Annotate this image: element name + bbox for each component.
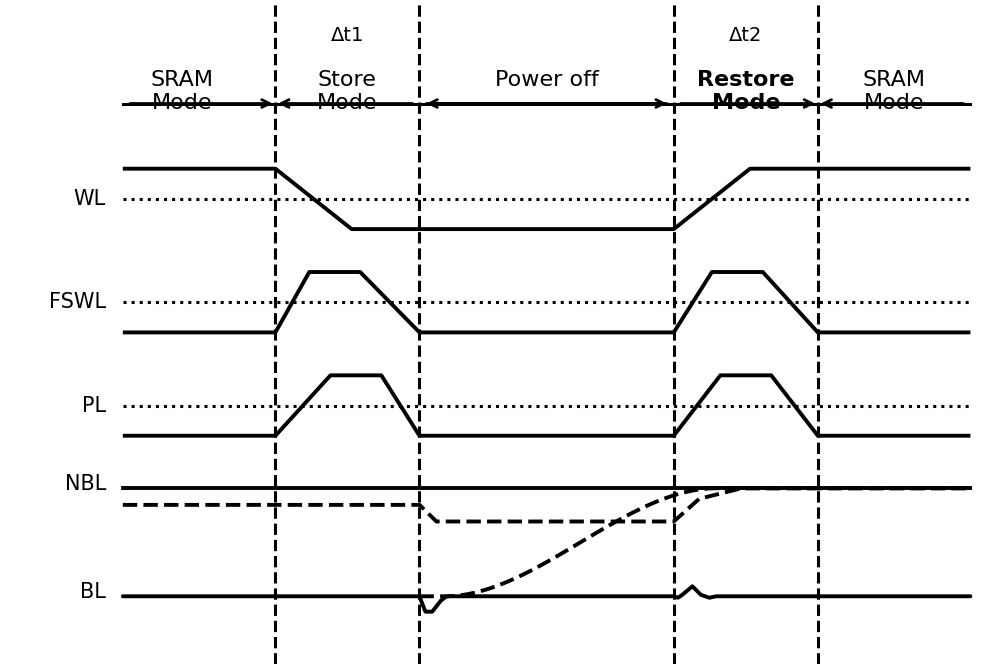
Text: WL: WL [74, 189, 106, 209]
Text: Store
Mode: Store Mode [317, 70, 378, 114]
Text: SRAM
Mode: SRAM Mode [151, 70, 214, 114]
Text: NBL: NBL [65, 474, 106, 494]
Text: PL: PL [82, 395, 106, 415]
Text: FSWL: FSWL [49, 292, 106, 312]
Text: BL: BL [80, 582, 106, 603]
Text: Restore
Mode: Restore Mode [697, 70, 795, 114]
Text: Δt2: Δt2 [729, 27, 762, 45]
Text: SRAM
Mode: SRAM Mode [863, 70, 926, 114]
Text: Power off: Power off [495, 70, 599, 90]
Text: Δt1: Δt1 [331, 27, 364, 45]
